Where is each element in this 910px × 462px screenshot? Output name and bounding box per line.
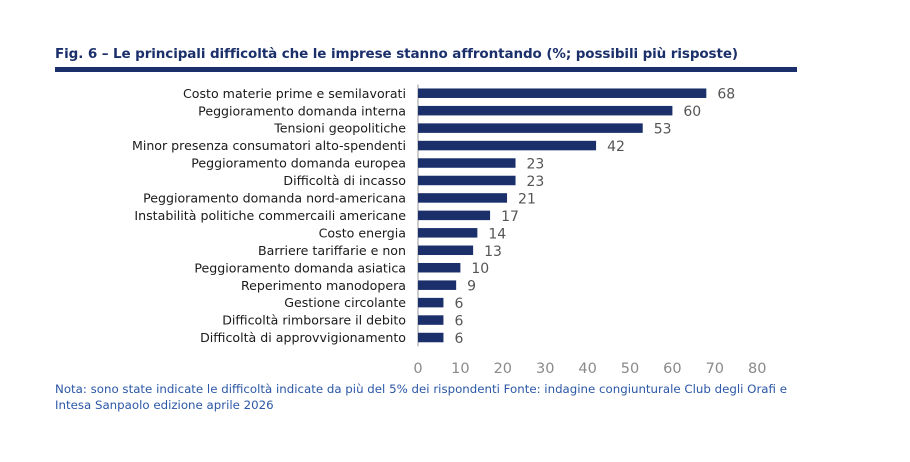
bar xyxy=(418,123,643,133)
category-label: Barriere tariffarie e non xyxy=(258,243,406,258)
value-label: 13 xyxy=(484,244,502,260)
x-tick-label: 60 xyxy=(663,361,681,377)
x-tick-label: 70 xyxy=(706,361,724,377)
category-label: Peggioramento domanda europea xyxy=(191,156,406,171)
category-label: Peggioramento domanda asiatica xyxy=(194,260,406,275)
value-label: 42 xyxy=(607,139,625,155)
category-label: Difficoltà di approvvigionamento xyxy=(200,330,406,345)
bar xyxy=(418,193,508,203)
bar xyxy=(418,88,707,98)
value-label: 23 xyxy=(527,174,545,190)
value-label: 17 xyxy=(501,209,519,225)
bar xyxy=(418,262,461,273)
category-label: Peggioramento domanda interna xyxy=(198,103,406,118)
x-tick-label: 0 xyxy=(413,361,422,377)
category-label: Instabilità politiche commercaili americ… xyxy=(134,208,406,223)
value-label: 10 xyxy=(471,261,489,277)
bar xyxy=(418,280,457,290)
category-label: Costo energia xyxy=(319,225,406,240)
value-label: 68 xyxy=(717,87,735,103)
category-label: Gestione circolante xyxy=(284,295,406,310)
bar xyxy=(418,297,444,308)
bar xyxy=(418,210,491,221)
category-label: Minor presenza consumatori alto-spendent… xyxy=(132,138,406,153)
x-tick-label: 50 xyxy=(621,361,639,377)
x-tick-label: 30 xyxy=(536,361,554,377)
category-label: Peggioramento domanda nord-americana xyxy=(143,191,406,206)
title-rule xyxy=(55,67,797,72)
value-label: 53 xyxy=(654,122,672,138)
value-label: 60 xyxy=(683,104,701,120)
bar xyxy=(418,140,597,151)
value-label: 6 xyxy=(454,296,463,312)
bar xyxy=(418,332,444,343)
category-label: Difficoltà rimborsare il debito xyxy=(222,313,406,328)
x-tick-label: 80 xyxy=(748,361,766,377)
source-note: Nota: sono state indicate le difficoltà … xyxy=(55,382,787,412)
bar xyxy=(418,228,478,238)
x-tick-label: 20 xyxy=(494,361,512,377)
bar xyxy=(418,315,444,325)
category-label: Difficoltà di incasso xyxy=(283,173,406,188)
value-label: 14 xyxy=(488,226,506,242)
bar xyxy=(418,158,516,168)
bar xyxy=(418,245,474,256)
bar xyxy=(418,105,673,116)
value-label: 6 xyxy=(454,314,463,330)
value-label: 9 xyxy=(467,279,476,295)
x-tick-label: 40 xyxy=(578,361,596,377)
value-label: 6 xyxy=(454,331,463,347)
chart-title: Fig. 6 – Le principali difficoltà che le… xyxy=(55,46,738,62)
category-label: Reperimento manodopera xyxy=(241,278,406,293)
category-label: Tensioni geopolitiche xyxy=(273,121,406,136)
category-label: Costo materie prime e semilavorati xyxy=(183,86,406,101)
value-label: 21 xyxy=(518,191,536,207)
x-tick-label: 10 xyxy=(451,361,469,377)
value-label: 23 xyxy=(527,157,545,173)
bar xyxy=(418,175,516,186)
